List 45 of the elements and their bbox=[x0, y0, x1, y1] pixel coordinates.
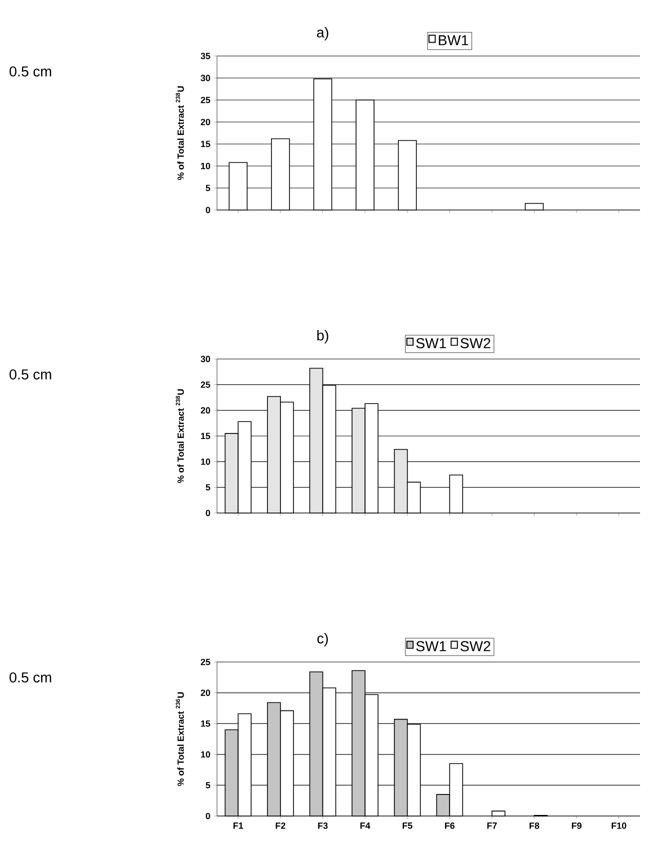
y-tick-label: 0 bbox=[206, 510, 210, 516]
y-tick-label: 10 bbox=[201, 458, 210, 465]
legend-label: SW2 bbox=[460, 338, 490, 348]
x-tick-label: F5 bbox=[402, 822, 412, 829]
y-tick-label: 15 bbox=[201, 140, 210, 148]
text: 0.5 cm bbox=[10, 369, 52, 380]
x-tick-label: F7 bbox=[487, 822, 497, 829]
y-tick-label: 10 bbox=[201, 751, 210, 758]
chart-title: b) bbox=[317, 330, 328, 344]
y-tick-label: 20 bbox=[200, 407, 210, 414]
x-tick-label: F6 bbox=[445, 822, 455, 829]
x-tick-label: F10 bbox=[612, 822, 626, 829]
y-axis-title: % of Total Extract $^{238}$U bbox=[176, 389, 184, 484]
x-tick-label: F8 bbox=[530, 822, 540, 829]
y-tick-label: 30 bbox=[200, 356, 210, 362]
y-axis-title: % of Total Extract $^{238}$U bbox=[176, 86, 184, 180]
x-tick-label: F9 bbox=[572, 822, 582, 829]
y-tick-label: 30 bbox=[200, 74, 210, 82]
y-tick-label: 0 bbox=[206, 206, 210, 214]
y-tick-label: 5 bbox=[206, 782, 210, 788]
y-tick-label: 15 bbox=[201, 432, 210, 440]
x-tick-label: F4 bbox=[360, 822, 370, 829]
legend-label: SW1 bbox=[416, 641, 446, 652]
legend-label: BW1 bbox=[438, 35, 468, 46]
chart-title: c) bbox=[317, 632, 328, 646]
y-tick-label: 35 bbox=[200, 52, 210, 60]
legend-label: SW1 bbox=[416, 338, 446, 348]
text: 0.5 cm bbox=[10, 66, 52, 76]
legend-label: SW2 bbox=[460, 641, 490, 652]
text: 0.5 cm bbox=[10, 672, 52, 682]
y-tick-label: 25 bbox=[200, 381, 210, 388]
y-tick-label: 25 bbox=[200, 96, 210, 104]
y-tick-label: 20 bbox=[200, 690, 210, 696]
y-tick-label: 0 bbox=[206, 812, 210, 820]
y-tick-label: 25 bbox=[200, 658, 210, 666]
x-tick-label: F2 bbox=[276, 822, 286, 829]
y-axis-title: % of Total Extract $^{236}$U bbox=[176, 692, 184, 786]
y-tick-label: 15 bbox=[201, 720, 210, 727]
y-tick-label: 20 bbox=[200, 118, 210, 126]
y-tick-label: 5 bbox=[206, 484, 210, 490]
x-tick-label: F1 bbox=[234, 822, 244, 829]
y-tick-label: 10 bbox=[201, 162, 210, 170]
chart-title: a) bbox=[316, 26, 328, 40]
y-tick-label: 5 bbox=[206, 184, 210, 192]
x-tick-label: F3 bbox=[318, 822, 328, 829]
